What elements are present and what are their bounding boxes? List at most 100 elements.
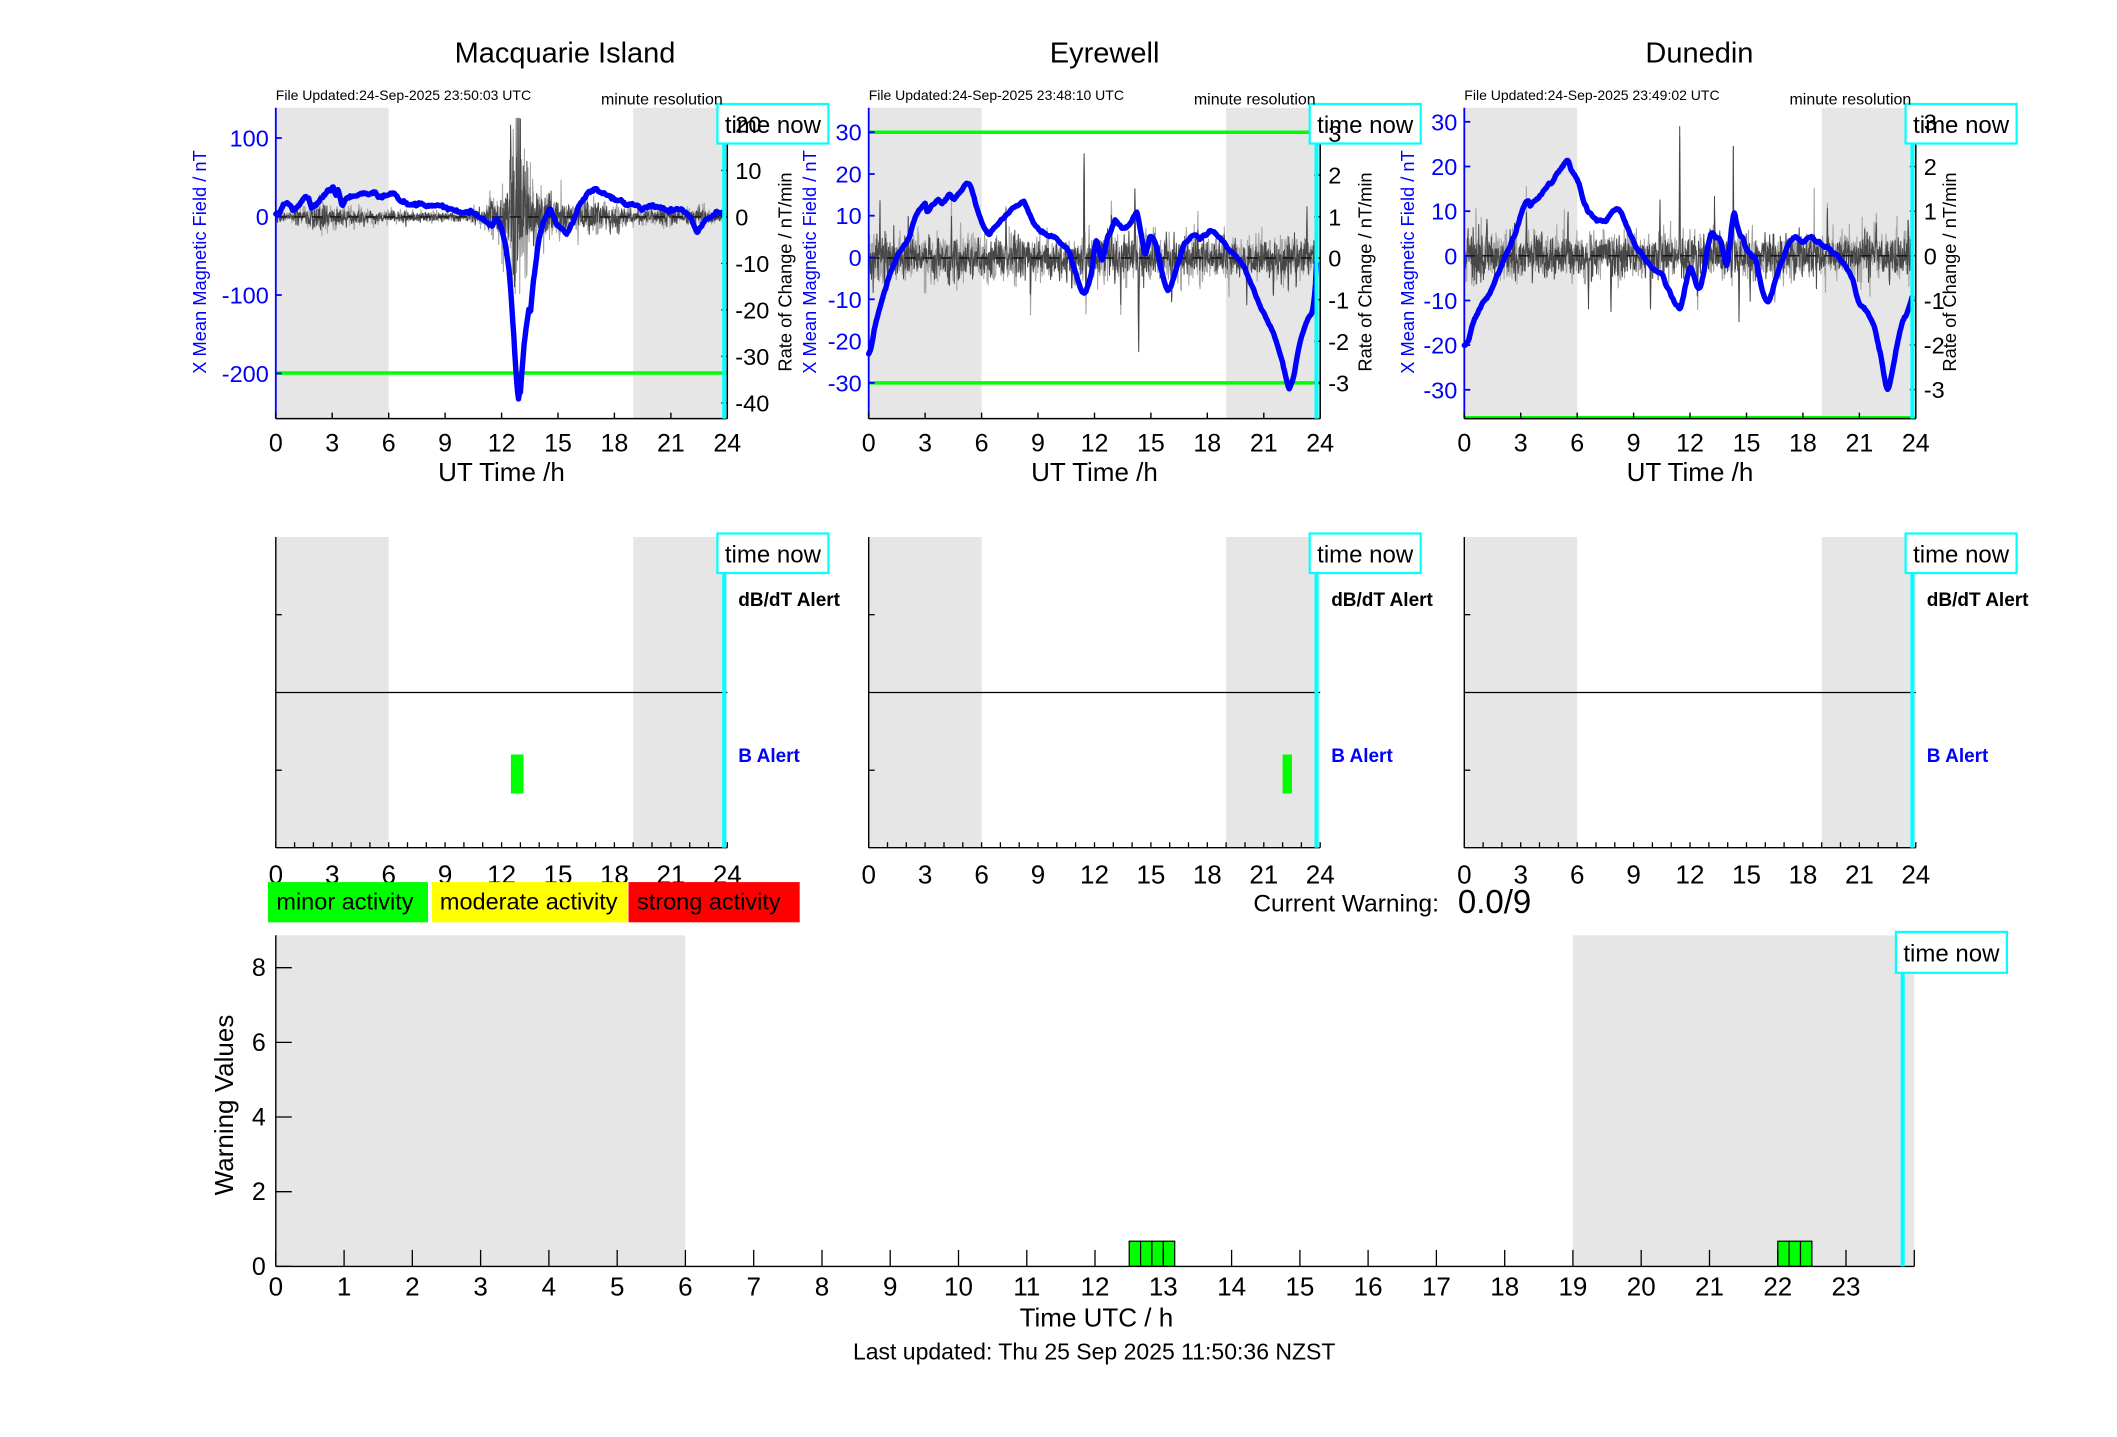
svg-text:X Mean Magnetic Field / nT: X Mean Magnetic Field / nT <box>1397 150 1418 374</box>
svg-text:time now: time now <box>725 112 822 139</box>
svg-text:8: 8 <box>252 954 266 982</box>
svg-text:21: 21 <box>657 429 685 457</box>
svg-text:15: 15 <box>544 429 572 457</box>
svg-text:0: 0 <box>269 429 283 457</box>
svg-text:20: 20 <box>735 111 761 137</box>
svg-text:21: 21 <box>1250 429 1278 457</box>
svg-text:3: 3 <box>918 429 932 457</box>
svg-text:10: 10 <box>836 203 862 229</box>
svg-text:Eyrewell: Eyrewell <box>1050 38 1160 70</box>
svg-text:24: 24 <box>1306 429 1334 457</box>
svg-text:21: 21 <box>1845 429 1873 457</box>
svg-text:-40: -40 <box>735 390 769 416</box>
svg-text:10: 10 <box>944 1272 973 1302</box>
svg-text:3: 3 <box>473 1272 487 1302</box>
svg-text:minute resolution: minute resolution <box>1789 92 1911 109</box>
svg-text:0: 0 <box>849 245 862 271</box>
svg-text:time now: time now <box>1913 112 2010 139</box>
svg-text:6: 6 <box>975 429 989 457</box>
svg-text:0: 0 <box>1457 860 1471 890</box>
svg-text:3: 3 <box>1328 121 1341 147</box>
svg-text:0: 0 <box>861 860 875 890</box>
svg-text:12: 12 <box>488 429 516 457</box>
svg-text:0: 0 <box>735 204 748 230</box>
svg-text:File Updated:24-Sep-2025 23:48: File Updated:24-Sep-2025 23:48:10 UTC <box>869 87 1124 103</box>
svg-text:5: 5 <box>610 1272 624 1302</box>
svg-text:2: 2 <box>405 1272 419 1302</box>
svg-text:B Alert: B Alert <box>1331 746 1393 767</box>
svg-text:time now: time now <box>725 542 822 569</box>
svg-text:-30: -30 <box>828 370 862 396</box>
svg-text:3: 3 <box>918 860 932 890</box>
svg-text:File Updated:24-Sep-2025 23:49: File Updated:24-Sep-2025 23:49:02 UTC <box>1464 87 1719 103</box>
svg-text:12: 12 <box>1676 860 1705 890</box>
svg-text:12: 12 <box>1676 429 1704 457</box>
svg-text:Current Warning:: Current Warning: <box>1253 891 1439 918</box>
svg-text:X Mean Magnetic Field / nT: X Mean Magnetic Field / nT <box>799 150 820 374</box>
svg-text:UT Time /h: UT Time /h <box>1031 457 1158 487</box>
svg-text:-10: -10 <box>735 251 769 277</box>
svg-text:1: 1 <box>1328 204 1341 230</box>
svg-text:0: 0 <box>252 1253 266 1281</box>
svg-text:24: 24 <box>1901 860 1930 890</box>
svg-text:18: 18 <box>1490 1272 1519 1302</box>
svg-text:15: 15 <box>1137 429 1165 457</box>
svg-text:0: 0 <box>862 429 876 457</box>
svg-text:9: 9 <box>1626 860 1640 890</box>
svg-text:-1: -1 <box>1328 287 1349 313</box>
svg-text:time now: time now <box>1913 542 2010 569</box>
svg-text:12: 12 <box>1080 860 1109 890</box>
svg-text:UT Time /h: UT Time /h <box>438 457 565 487</box>
svg-text:Warning Values: Warning Values <box>209 1015 239 1196</box>
svg-text:6: 6 <box>382 429 396 457</box>
svg-text:minor activity: minor activity <box>276 889 413 915</box>
svg-text:16: 16 <box>1354 1272 1383 1302</box>
svg-text:X Mean Magnetic Field / nT: X Mean Magnetic Field / nT <box>189 150 210 374</box>
svg-text:18: 18 <box>1193 429 1221 457</box>
svg-text:100: 100 <box>230 126 269 152</box>
svg-text:3: 3 <box>1924 110 1937 136</box>
svg-text:strong activity: strong activity <box>637 889 781 915</box>
svg-text:18: 18 <box>600 429 628 457</box>
svg-text:21: 21 <box>1845 860 1874 890</box>
svg-text:1: 1 <box>337 1272 351 1302</box>
svg-text:time now: time now <box>1317 112 1414 139</box>
svg-text:-1: -1 <box>1924 288 1945 314</box>
svg-text:20: 20 <box>1627 1272 1656 1302</box>
svg-text:B Alert: B Alert <box>1927 746 1989 767</box>
svg-text:9: 9 <box>883 1272 897 1302</box>
svg-text:30: 30 <box>1431 109 1457 135</box>
svg-text:moderate activity: moderate activity <box>440 889 618 915</box>
svg-text:Dunedin: Dunedin <box>1645 38 1753 70</box>
svg-text:9: 9 <box>438 429 452 457</box>
svg-text:20: 20 <box>836 162 862 188</box>
svg-text:2: 2 <box>1924 154 1937 180</box>
svg-text:7: 7 <box>746 1272 760 1302</box>
svg-text:15: 15 <box>1136 860 1165 890</box>
svg-text:-200: -200 <box>222 361 269 387</box>
svg-text:4: 4 <box>542 1272 556 1302</box>
svg-text:time now: time now <box>1317 542 1414 569</box>
svg-text:-10: -10 <box>828 287 862 313</box>
svg-text:22: 22 <box>1763 1272 1792 1302</box>
svg-text:0.0/9: 0.0/9 <box>1458 883 1531 920</box>
svg-text:0: 0 <box>256 204 269 230</box>
svg-text:0: 0 <box>1444 243 1457 269</box>
svg-text:dB/dT Alert: dB/dT Alert <box>1927 590 2029 611</box>
svg-text:15: 15 <box>1732 860 1761 890</box>
svg-text:Rate of Change / nT/min: Rate of Change / nT/min <box>775 172 796 371</box>
svg-text:23: 23 <box>1832 1272 1861 1302</box>
svg-text:-10: -10 <box>1423 288 1457 314</box>
svg-text:-2: -2 <box>1924 333 1945 359</box>
svg-text:9: 9 <box>1031 860 1045 890</box>
svg-text:0: 0 <box>269 1272 283 1302</box>
svg-text:-2: -2 <box>1328 329 1349 355</box>
svg-text:2: 2 <box>1328 163 1341 189</box>
svg-text:dB/dT Alert: dB/dT Alert <box>738 590 840 611</box>
svg-text:30: 30 <box>836 120 862 146</box>
svg-text:time now: time now <box>1903 941 2000 968</box>
svg-text:9: 9 <box>1627 429 1641 457</box>
svg-text:8: 8 <box>815 1272 829 1302</box>
svg-text:0: 0 <box>1328 246 1341 272</box>
svg-text:-3: -3 <box>1328 370 1349 396</box>
